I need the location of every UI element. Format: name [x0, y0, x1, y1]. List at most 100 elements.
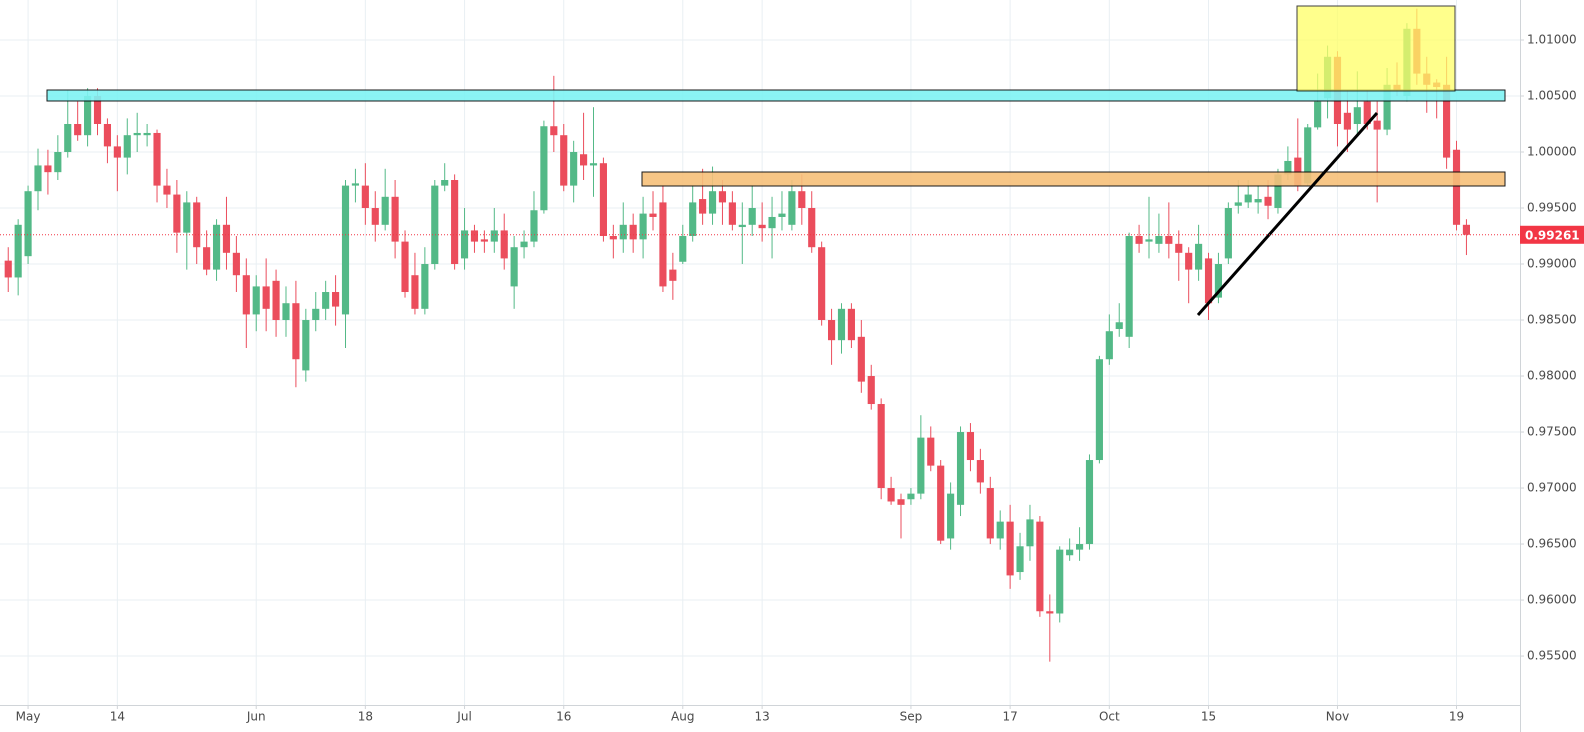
candle-body: [827, 320, 836, 341]
x-tick-label: 13: [754, 710, 769, 724]
candle-body: [1353, 107, 1361, 124]
candle-body: [222, 224, 231, 253]
candle-body: [1066, 549, 1074, 556]
candle-body: [84, 95, 92, 136]
candle-body: [1105, 331, 1113, 360]
candle-body: [44, 165, 52, 173]
candle-body: [530, 210, 538, 242]
candle-body: [1462, 224, 1471, 235]
candle-body: [262, 286, 270, 309]
candle-body: [361, 185, 369, 209]
candle-body: [629, 224, 637, 240]
y-tick-label: 0.96000: [1527, 593, 1577, 607]
candle-body: [748, 208, 756, 225]
trend-line: [1196, 112, 1379, 316]
candle-body: [788, 191, 796, 225]
candle-body: [728, 202, 736, 225]
candle-body: [570, 151, 578, 186]
candle-body: [381, 196, 389, 225]
candle-body: [808, 208, 816, 248]
support-zone: [641, 171, 1506, 187]
candle-body: [1095, 359, 1103, 461]
candle-body: [659, 202, 667, 287]
candle-body: [242, 275, 250, 315]
candle-body: [679, 236, 687, 262]
candle-body: [1125, 236, 1133, 337]
candle-body: [282, 303, 290, 321]
candle-body: [1234, 202, 1242, 206]
resistance-zone: [46, 89, 1506, 102]
candle-body: [1026, 519, 1034, 547]
candle-body: [1145, 239, 1153, 242]
candle-body: [1165, 236, 1173, 244]
candle-body: [371, 208, 379, 225]
y-tick-label: 0.95500: [1527, 649, 1577, 663]
last-price-label: 0.99261: [1525, 228, 1580, 242]
candle-body: [1254, 199, 1262, 203]
candle-body: [460, 230, 469, 259]
grid: [0, 0, 1520, 705]
candle-body: [302, 320, 310, 371]
candle-body: [649, 213, 657, 217]
candle-body: [292, 303, 300, 360]
x-tick-label: 17: [1002, 710, 1017, 724]
candle-body: [341, 185, 350, 315]
candle-body: [173, 194, 181, 233]
x-tick-label: Oct: [1099, 710, 1120, 724]
candle-body: [1314, 101, 1322, 128]
candle-body: [1135, 236, 1143, 244]
candle-body: [14, 224, 22, 278]
candle-body: [351, 183, 359, 186]
candle-body: [93, 95, 102, 124]
candle-body: [976, 460, 984, 483]
y-tick-label: 0.97500: [1527, 425, 1577, 439]
candle-body: [956, 432, 965, 505]
candle-body: [699, 199, 707, 214]
candle-body: [1204, 258, 1213, 304]
candle-body: [203, 247, 211, 270]
y-tick-label: 1.00500: [1527, 88, 1577, 102]
candle-body: [609, 236, 617, 240]
candle-body: [54, 151, 62, 173]
candle-body: [1016, 546, 1024, 573]
candle-body: [540, 126, 548, 211]
candle-body: [411, 275, 419, 309]
y-tick-label: 0.97000: [1527, 481, 1577, 495]
x-tick-label: 14: [110, 710, 125, 724]
candle-body: [252, 286, 260, 315]
candle-body: [847, 308, 855, 341]
candle-body: [818, 247, 826, 321]
candle-body: [1363, 101, 1371, 124]
candle-body: [887, 488, 895, 502]
candle-body: [510, 247, 518, 287]
candle-body: [1343, 112, 1351, 130]
candle-body: [560, 135, 568, 186]
candle-body: [1274, 174, 1282, 209]
candle-body: [1056, 549, 1064, 614]
candle-body: [143, 132, 151, 136]
candle-body: [798, 191, 806, 209]
x-tick-label: Nov: [1326, 710, 1349, 724]
candle-body: [1373, 120, 1381, 130]
candle-body: [1244, 194, 1252, 203]
candle-body: [1046, 611, 1054, 614]
candle-body: [322, 292, 330, 309]
candle-body: [917, 437, 925, 494]
candle-body: [996, 521, 1004, 539]
candle-body: [193, 202, 201, 248]
candle-body: [103, 123, 112, 147]
candle-body: [1452, 149, 1461, 225]
y-tick-label: 0.98000: [1527, 369, 1577, 383]
candle-body: [1155, 236, 1163, 244]
x-tick-label: 15: [1201, 710, 1216, 724]
candle-body: [1195, 243, 1203, 270]
x-tick-label: 19: [1449, 710, 1464, 724]
candle-body: [391, 196, 399, 242]
candle-body: [1185, 252, 1193, 270]
candle-body: [113, 146, 121, 158]
candle-body: [1036, 521, 1044, 612]
candle-body: [490, 230, 498, 242]
candle-body: [937, 465, 945, 541]
candle-body: [401, 241, 409, 293]
